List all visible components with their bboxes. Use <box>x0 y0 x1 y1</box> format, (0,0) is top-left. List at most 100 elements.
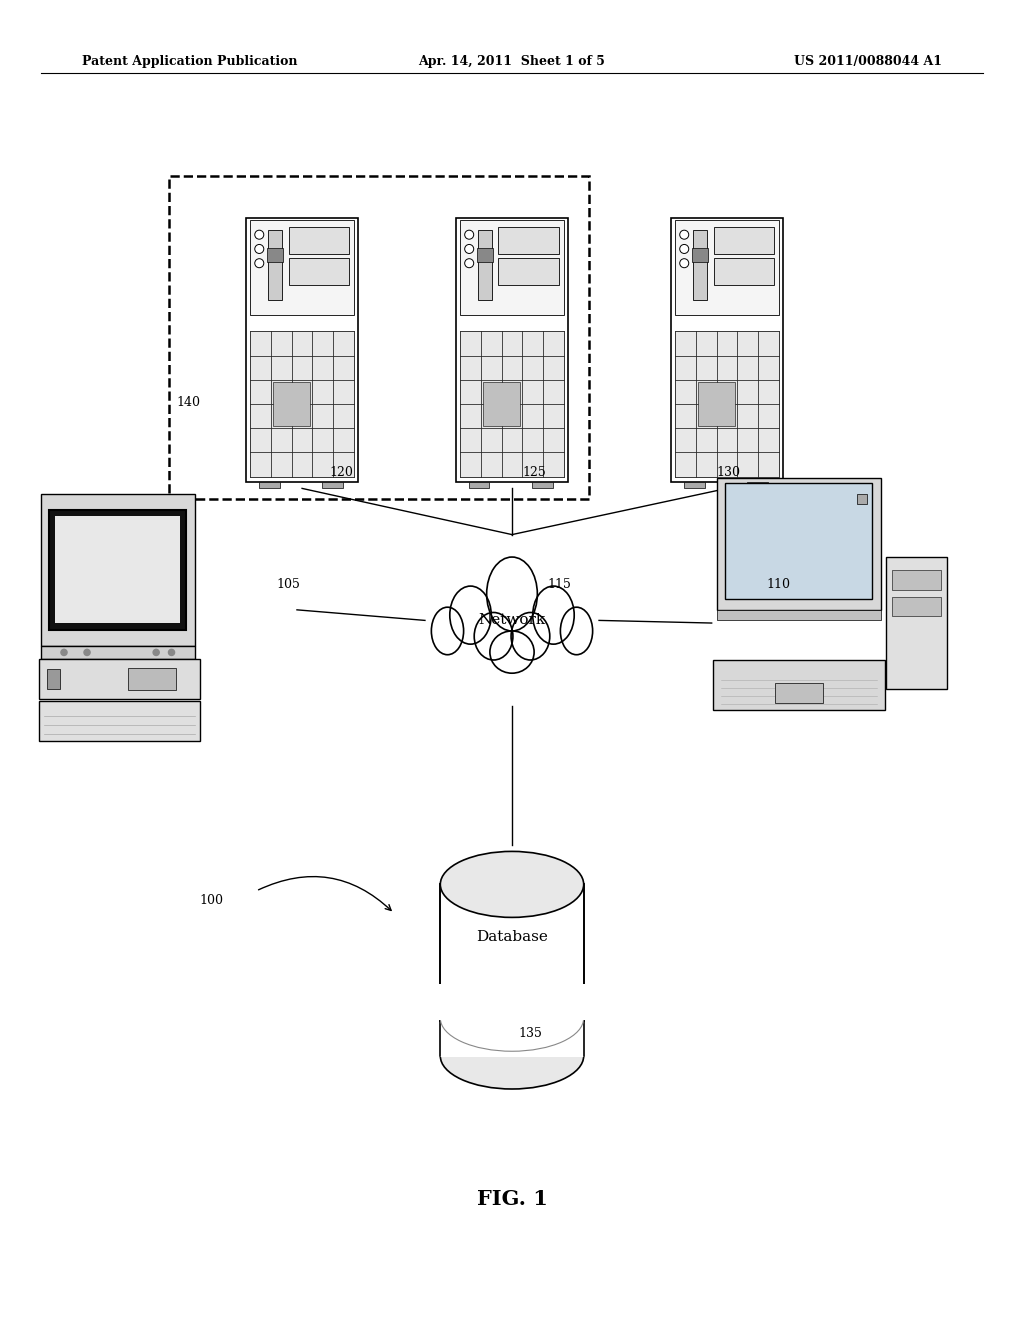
Bar <box>522 453 543 477</box>
Bar <box>128 668 176 690</box>
Bar <box>460 331 481 355</box>
Text: 125: 125 <box>522 466 546 479</box>
Bar <box>714 259 774 285</box>
Ellipse shape <box>511 612 550 660</box>
Bar <box>273 383 310 425</box>
Circle shape <box>169 649 175 656</box>
Bar <box>696 453 717 477</box>
Bar <box>440 884 584 1056</box>
Bar <box>312 453 333 477</box>
Bar <box>698 383 735 425</box>
Bar <box>333 355 354 380</box>
Bar <box>892 597 941 616</box>
Bar <box>543 453 564 477</box>
Bar <box>774 682 823 702</box>
Bar <box>333 453 354 477</box>
Ellipse shape <box>440 851 584 917</box>
Bar <box>312 380 333 404</box>
Bar <box>892 570 941 590</box>
Ellipse shape <box>431 607 464 655</box>
Bar <box>323 482 343 488</box>
Text: 135: 135 <box>518 1027 542 1040</box>
Bar <box>499 227 559 253</box>
Bar <box>439 983 585 1019</box>
Bar <box>675 453 696 477</box>
Bar <box>717 453 737 477</box>
Bar <box>713 660 885 710</box>
Circle shape <box>154 649 160 656</box>
Bar <box>312 355 333 380</box>
Bar <box>312 428 333 453</box>
Bar <box>522 355 543 380</box>
Bar <box>481 380 502 404</box>
Bar <box>460 331 564 477</box>
Circle shape <box>465 230 474 239</box>
Bar <box>675 331 779 477</box>
Bar <box>857 494 867 504</box>
Circle shape <box>255 244 264 253</box>
Bar <box>696 404 717 428</box>
Bar <box>481 428 502 453</box>
Bar <box>696 331 717 355</box>
Text: 115: 115 <box>548 578 571 591</box>
Bar <box>41 494 195 645</box>
Bar <box>39 701 201 741</box>
Bar <box>748 482 768 488</box>
Bar <box>250 453 271 477</box>
Bar <box>758 355 779 380</box>
Bar <box>271 331 292 355</box>
Bar <box>333 404 354 428</box>
Bar <box>675 331 696 355</box>
Circle shape <box>465 259 474 268</box>
Bar <box>39 659 201 698</box>
Ellipse shape <box>560 607 593 655</box>
Bar <box>292 453 312 477</box>
Circle shape <box>680 244 689 253</box>
Bar <box>481 453 502 477</box>
Bar <box>460 380 481 404</box>
Bar <box>250 355 271 380</box>
Bar <box>55 516 180 623</box>
Bar <box>737 380 758 404</box>
Bar <box>758 428 779 453</box>
Text: 130: 130 <box>717 466 740 479</box>
Text: US 2011/0088044 A1: US 2011/0088044 A1 <box>794 55 942 69</box>
Bar <box>250 380 271 404</box>
Bar <box>469 482 489 488</box>
Bar <box>477 248 493 261</box>
Bar <box>696 380 717 404</box>
Bar <box>250 220 354 315</box>
Ellipse shape <box>489 631 535 673</box>
Bar <box>737 428 758 453</box>
Bar <box>675 355 696 380</box>
Bar <box>543 428 564 453</box>
Ellipse shape <box>450 586 492 644</box>
Circle shape <box>465 244 474 253</box>
Bar <box>460 428 481 453</box>
Bar <box>532 482 553 488</box>
Bar <box>543 331 564 355</box>
Bar <box>483 383 520 425</box>
Bar <box>522 331 543 355</box>
Ellipse shape <box>532 586 574 644</box>
Text: Apr. 14, 2011  Sheet 1 of 5: Apr. 14, 2011 Sheet 1 of 5 <box>419 55 605 69</box>
Ellipse shape <box>440 1023 584 1089</box>
Bar <box>271 355 292 380</box>
Bar <box>271 404 292 428</box>
Text: 120: 120 <box>330 466 353 479</box>
Bar <box>693 230 707 301</box>
Bar <box>292 428 312 453</box>
Bar <box>49 510 186 630</box>
Bar <box>717 428 737 453</box>
Bar <box>292 404 312 428</box>
Bar <box>333 380 354 404</box>
Bar <box>737 355 758 380</box>
Bar <box>271 428 292 453</box>
Bar <box>717 331 737 355</box>
Bar <box>725 483 872 599</box>
Bar <box>499 259 559 285</box>
Bar <box>259 482 280 488</box>
Bar <box>47 669 59 689</box>
Bar <box>268 230 282 301</box>
Bar <box>543 380 564 404</box>
